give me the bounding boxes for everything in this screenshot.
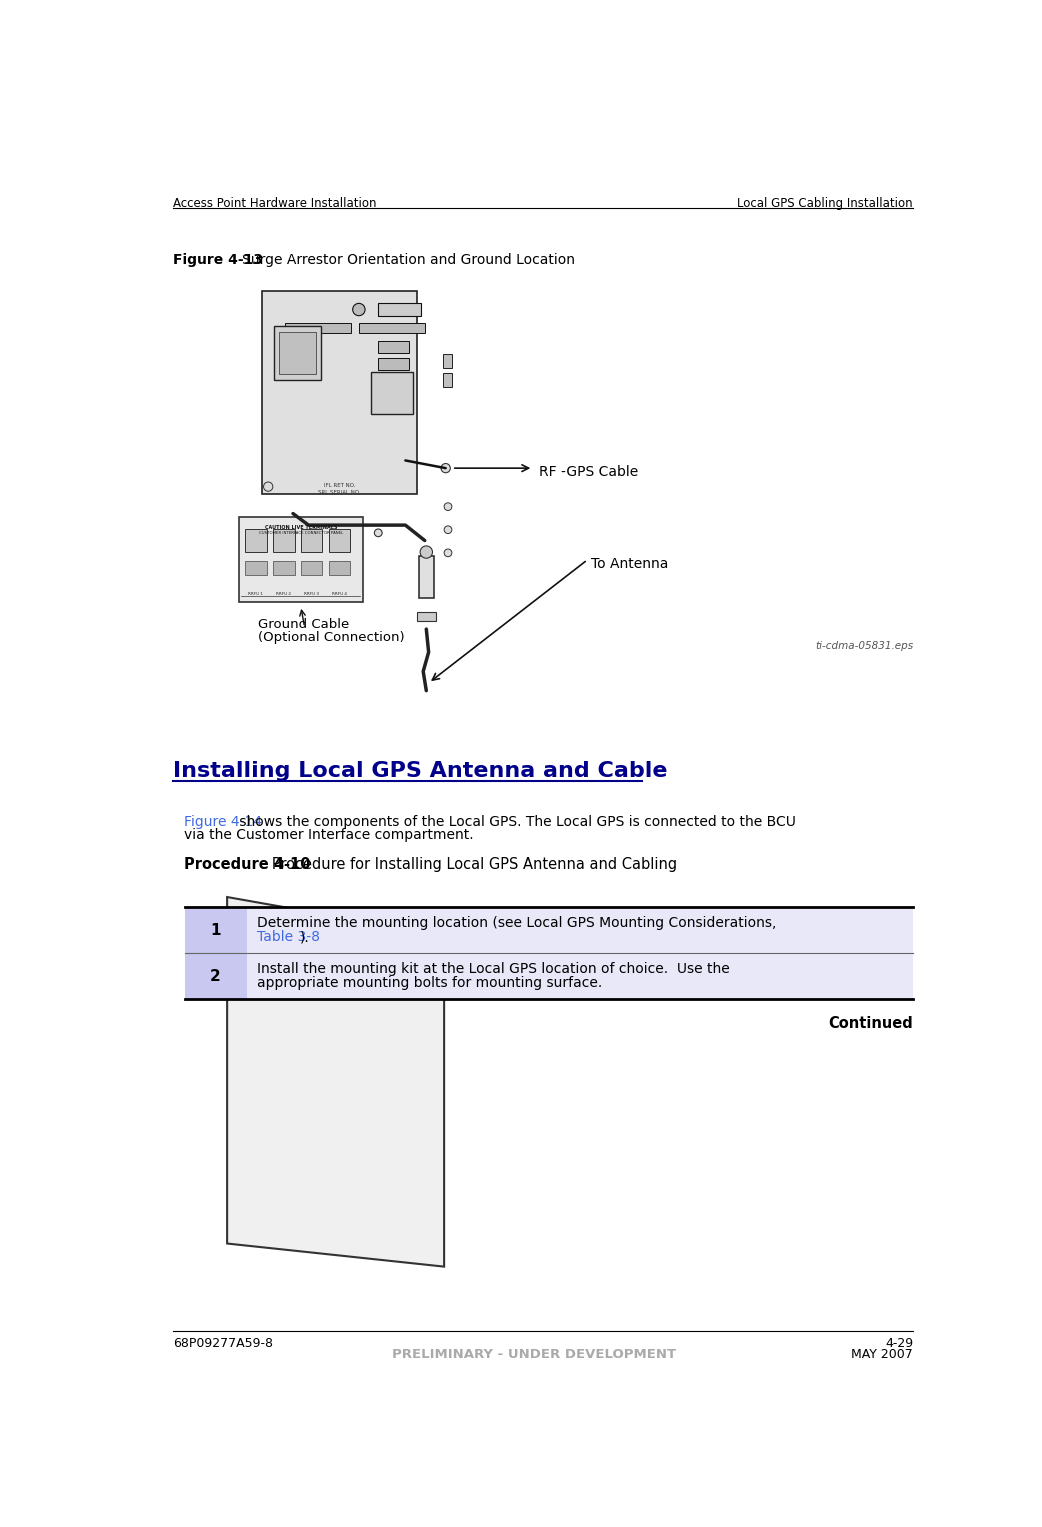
Circle shape — [444, 525, 452, 533]
Text: Determine the mounting location (see Local GPS Mounting Considerations,: Determine the mounting location (see Loc… — [257, 916, 776, 930]
Text: To Antenna: To Antenna — [592, 557, 669, 571]
Bar — [443, 374, 452, 388]
Circle shape — [444, 550, 452, 557]
Bar — [245, 528, 267, 553]
Text: Figure 4-13: Figure 4-13 — [173, 252, 263, 267]
Bar — [328, 528, 350, 553]
Text: Installing Local GPS Antenna and Cable: Installing Local GPS Antenna and Cable — [173, 760, 667, 780]
Text: Figure 4-14: Figure 4-14 — [184, 814, 263, 829]
Text: shows the components of the Local GPS. The Local GPS is connected to the BCU: shows the components of the Local GPS. T… — [234, 814, 796, 829]
Text: 68P09277A59-8: 68P09277A59-8 — [173, 1336, 273, 1350]
Bar — [245, 562, 267, 576]
Text: IFL RET NO.: IFL RET NO. — [324, 483, 355, 487]
Bar — [273, 562, 295, 576]
Text: Continued: Continued — [828, 1017, 913, 1031]
Bar — [443, 354, 452, 368]
Bar — [239, 518, 363, 602]
Bar — [328, 562, 350, 576]
Text: CUSTOMER INTERFACE CONNECTOR PANEL: CUSTOMER INTERFACE CONNECTOR PANEL — [258, 531, 343, 536]
Bar — [286, 322, 351, 333]
Bar — [184, 907, 913, 953]
Bar — [184, 907, 247, 953]
Bar — [371, 373, 413, 414]
Bar — [301, 528, 322, 553]
Circle shape — [441, 464, 450, 473]
Text: (Optional Connection): (Optional Connection) — [258, 631, 404, 643]
Text: Install the mounting kit at the Local GPS location of choice.  Use the: Install the mounting kit at the Local GP… — [257, 962, 730, 976]
Circle shape — [374, 528, 382, 536]
Text: 4-29: 4-29 — [885, 1336, 913, 1350]
Text: SRL SERIAL NO.: SRL SERIAL NO. — [318, 490, 361, 495]
Bar — [184, 953, 247, 1000]
Text: 2: 2 — [210, 968, 221, 983]
Bar — [378, 341, 410, 353]
Text: RF -GPS Cable: RF -GPS Cable — [540, 466, 639, 479]
Text: ti-cdma-05831.eps: ti-cdma-05831.eps — [815, 641, 913, 651]
Bar — [301, 562, 322, 576]
Text: CAUTION LIVE TERMINALS: CAUTION LIVE TERMINALS — [265, 525, 337, 530]
Bar — [274, 325, 321, 380]
Text: Procedure 4-10: Procedure 4-10 — [184, 857, 311, 872]
Circle shape — [444, 502, 452, 510]
Text: Procedure for Installing Local GPS Antenna and Cabling: Procedure for Installing Local GPS Anten… — [258, 857, 677, 872]
Bar — [378, 376, 410, 386]
Circle shape — [352, 304, 365, 316]
Text: Local GPS Cabling Installation: Local GPS Cabling Installation — [738, 197, 913, 211]
Text: Ground Cable: Ground Cable — [258, 618, 349, 631]
Text: 1: 1 — [210, 922, 221, 938]
Bar — [273, 528, 295, 553]
Bar — [184, 953, 913, 1000]
Text: RRFU 4: RRFU 4 — [332, 592, 347, 596]
Text: Surge Arrestor Orientation and Ground Location: Surge Arrestor Orientation and Ground Lo… — [228, 252, 575, 267]
Bar — [279, 331, 317, 374]
Text: RRFU 3: RRFU 3 — [304, 592, 319, 596]
Text: via the Customer Interface compartment.: via the Customer Interface compartment. — [184, 829, 474, 843]
Text: Access Point Hardware Installation: Access Point Hardware Installation — [173, 197, 376, 211]
Text: ).: ). — [300, 930, 309, 944]
Text: MAY 2007: MAY 2007 — [851, 1348, 913, 1361]
Bar — [378, 357, 410, 370]
Bar — [419, 556, 435, 599]
Circle shape — [264, 483, 273, 492]
Bar — [378, 302, 421, 316]
Polygon shape — [227, 896, 444, 1266]
Text: RRFU 2: RRFU 2 — [276, 592, 291, 596]
Text: RRFU 1: RRFU 1 — [248, 592, 264, 596]
Text: Table 3-8: Table 3-8 — [257, 930, 320, 944]
Text: PRELIMINARY - UNDER DEVELOPMENT: PRELIMINARY - UNDER DEVELOPMENT — [392, 1348, 676, 1361]
Bar — [262, 292, 417, 495]
Bar — [358, 322, 425, 333]
Bar — [417, 612, 436, 621]
Circle shape — [420, 547, 432, 559]
Text: appropriate mounting bolts for mounting surface.: appropriate mounting bolts for mounting … — [257, 976, 602, 991]
